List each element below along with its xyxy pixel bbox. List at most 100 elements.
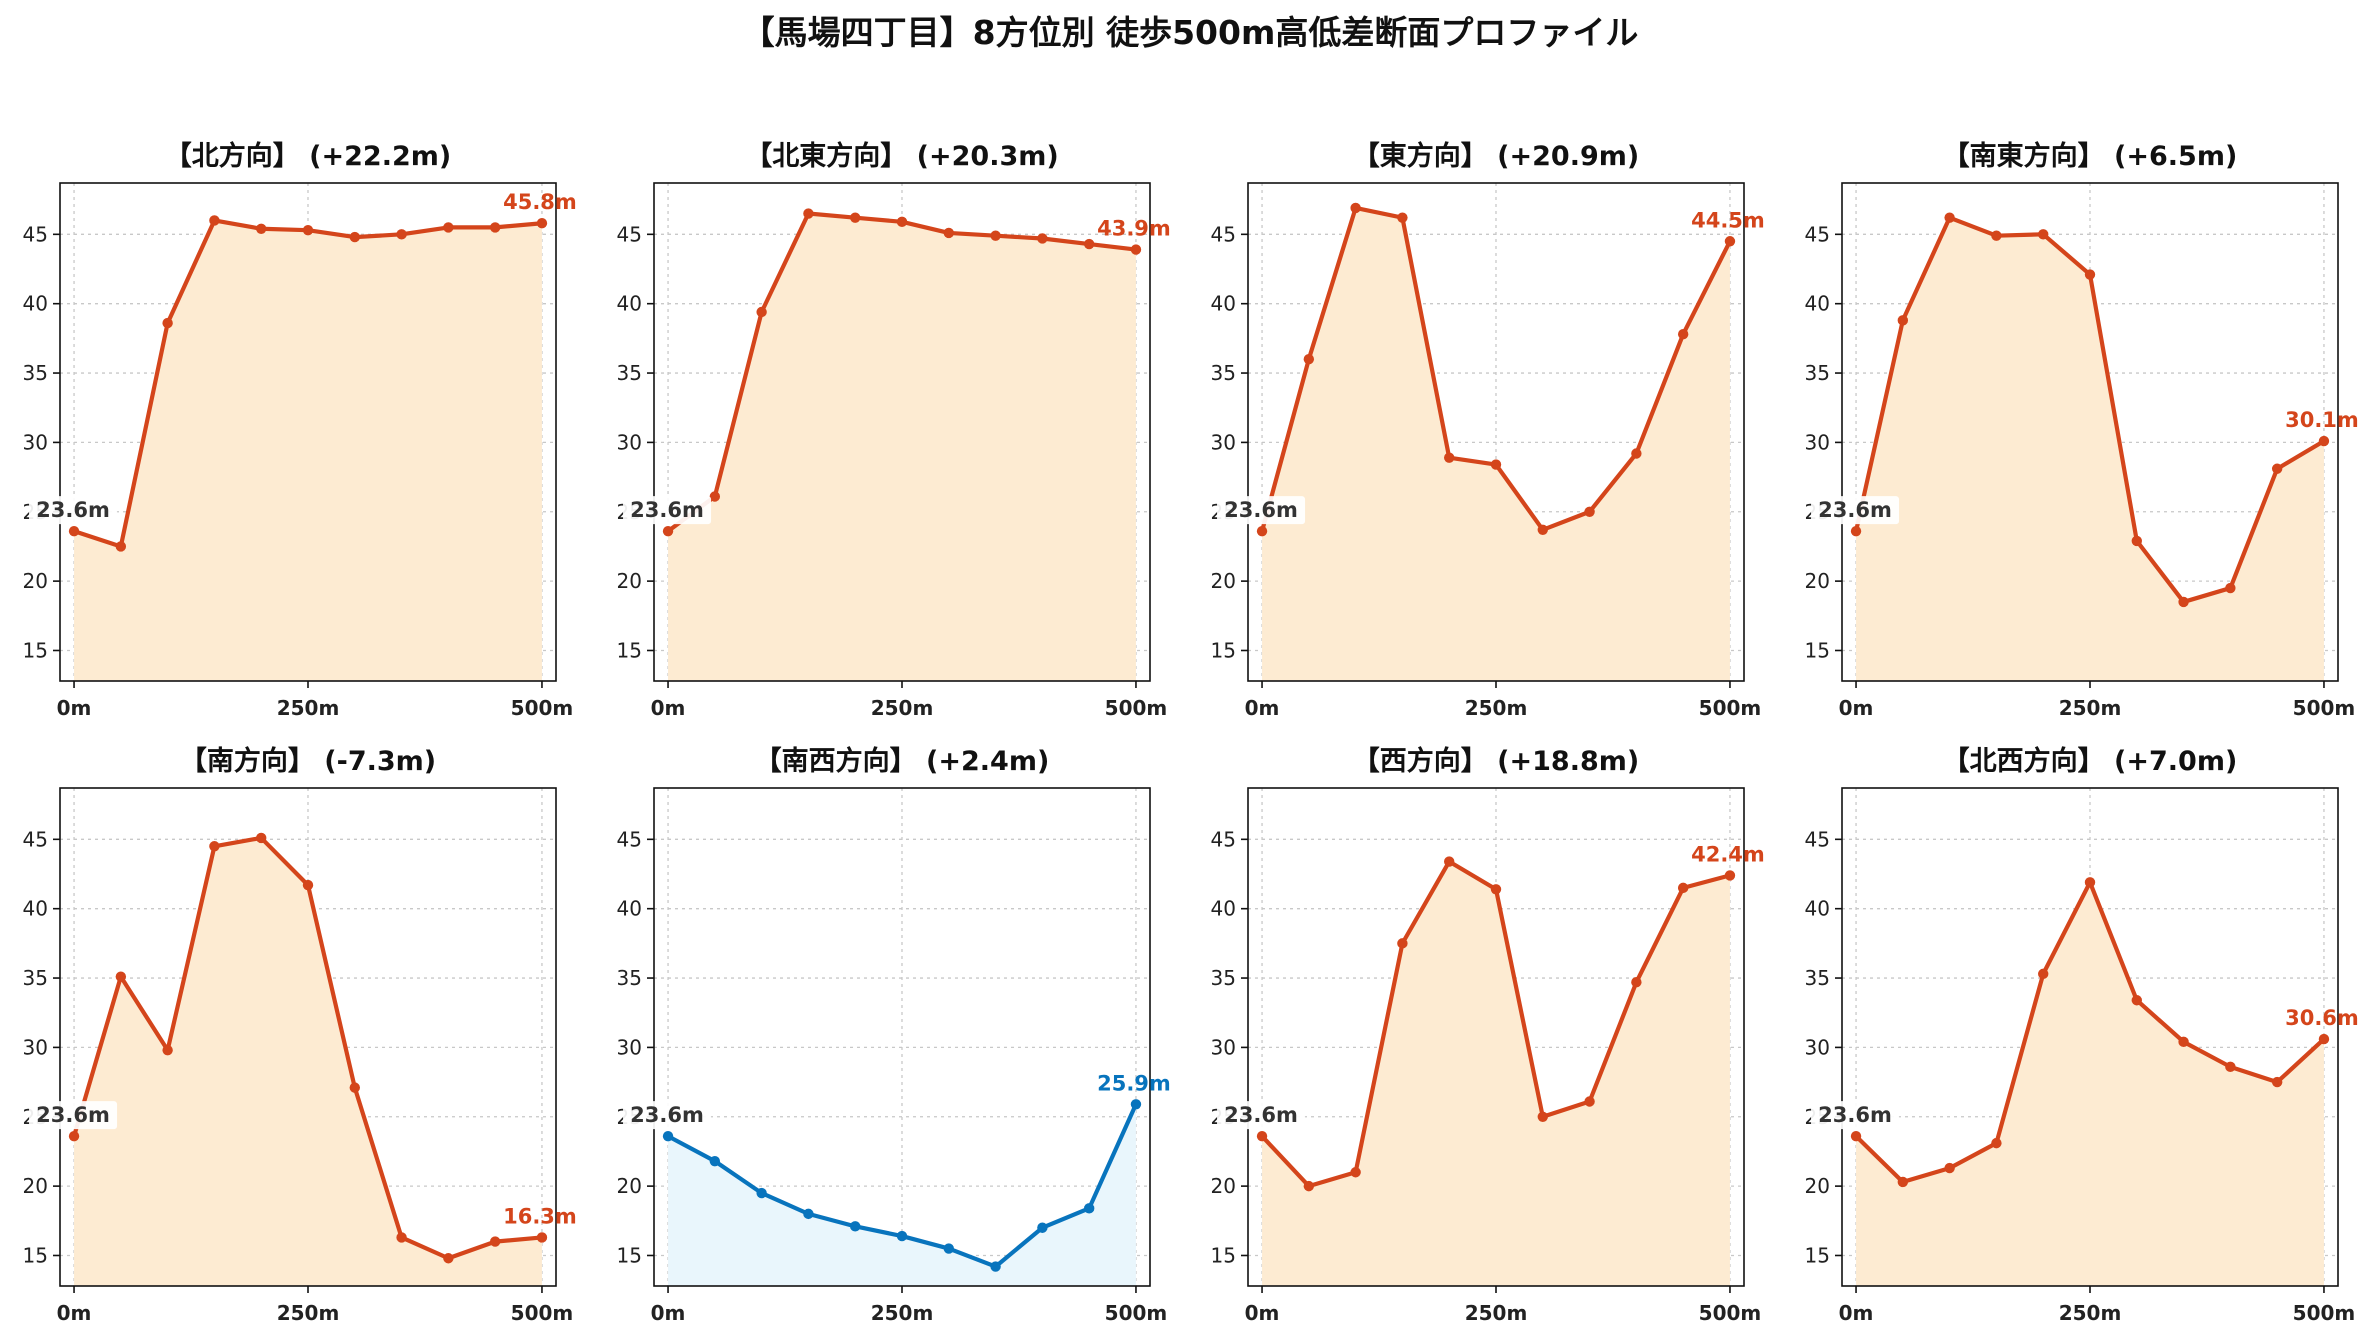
y-tick-label: 45	[23, 222, 48, 246]
panel-2: 【東方向】 (+20.9m)152025303540450m250m500m23…	[1211, 140, 1765, 720]
data-point	[1037, 233, 1048, 244]
panel-title: 【東方向】 (+20.9m)	[1353, 140, 1639, 172]
y-tick-label: 35	[1805, 361, 1830, 385]
y-tick-label: 45	[1211, 222, 1236, 246]
start-label-box	[29, 1101, 118, 1130]
x-tick-label: 250m	[2059, 1301, 2122, 1325]
y-tick-label: 45	[1805, 827, 1830, 851]
data-point	[1444, 856, 1455, 867]
data-point	[536, 218, 548, 229]
data-point	[2084, 877, 2096, 888]
end-elevation-label: 30.6m	[2285, 1006, 2359, 1030]
y-tick-label: 40	[1211, 897, 1236, 921]
x-tick-label: 500m	[1699, 696, 1762, 720]
y-tick-label: 40	[23, 897, 48, 921]
data-point	[1724, 870, 1736, 881]
data-point	[1130, 1099, 1142, 1110]
area-fill	[668, 213, 1136, 681]
end-elevation-label: 44.5m	[1691, 208, 1765, 232]
area-fill	[1856, 217, 2324, 681]
y-tick-label: 15	[23, 638, 48, 662]
data-point	[115, 541, 127, 552]
data-point	[489, 222, 501, 233]
y-tick-label: 20	[1211, 569, 1236, 593]
data-point	[850, 212, 861, 223]
y-tick-label: 15	[1211, 1243, 1236, 1267]
data-point	[349, 1082, 360, 1093]
x-tick-label: 250m	[1465, 696, 1528, 720]
data-point	[756, 1187, 767, 1199]
y-tick-label: 15	[1805, 1243, 1830, 1267]
data-point	[2318, 435, 2330, 447]
y-tick-label: 30	[1805, 430, 1830, 454]
data-point	[256, 223, 267, 234]
data-point	[1490, 459, 1502, 470]
start-elevation-label: 23.6m	[1224, 498, 1298, 522]
x-tick-label: 250m	[277, 1301, 340, 1325]
data-point	[1897, 315, 1909, 326]
y-tick-label: 45	[1805, 222, 1830, 246]
data-point	[2131, 995, 2142, 1006]
data-point	[1944, 212, 1955, 223]
data-point	[1724, 236, 1736, 247]
y-tick-label: 45	[617, 827, 642, 851]
data-point	[709, 491, 721, 502]
start-label-box	[1811, 496, 1900, 525]
figure-title: 【馬場四丁目】8方位別 徒歩500m高低差断面プロファイル	[742, 13, 1639, 52]
y-tick-label: 45	[617, 222, 642, 246]
data-point	[803, 1208, 814, 1220]
x-tick-label: 250m	[1465, 1301, 1528, 1325]
data-point	[990, 230, 1001, 241]
data-point	[943, 227, 954, 239]
data-point	[1303, 353, 1315, 365]
data-point	[2131, 535, 2142, 547]
y-tick-label: 20	[1805, 1174, 1830, 1198]
data-point	[1397, 212, 1408, 223]
y-tick-label: 40	[617, 897, 642, 921]
x-tick-label: 500m	[2293, 696, 2356, 720]
y-tick-label: 20	[1211, 1174, 1236, 1198]
start-elevation-label: 23.6m	[1224, 1103, 1298, 1127]
data-point	[756, 306, 767, 318]
data-point	[489, 1236, 501, 1247]
data-point	[302, 224, 314, 236]
data-point	[1397, 938, 1408, 949]
start-elevation-label: 23.6m	[36, 1103, 110, 1127]
x-tick-label: 250m	[871, 1301, 934, 1325]
end-elevation-label: 42.4m	[1691, 842, 1765, 866]
y-tick-label: 30	[617, 1035, 642, 1059]
data-point	[443, 222, 454, 233]
x-tick-label: 500m	[511, 696, 574, 720]
data-point	[1897, 1176, 1909, 1188]
data-point	[2225, 1061, 2236, 1073]
data-point	[1631, 977, 1642, 988]
panel-title: 【南西方向】 (+2.4m)	[755, 745, 1050, 777]
end-elevation-label: 25.9m	[1097, 1071, 1171, 1095]
y-tick-label: 30	[617, 430, 642, 454]
data-point	[1677, 882, 1689, 894]
panel-title: 【西方向】 (+18.8m)	[1353, 745, 1639, 777]
data-point	[302, 879, 314, 891]
x-tick-label: 0m	[651, 696, 686, 720]
panel-3: 【南東方向】 (+6.5m)152025303540450m250m500m23…	[1805, 140, 2359, 720]
start-elevation-label: 23.6m	[1818, 498, 1892, 522]
data-point	[662, 525, 674, 537]
y-tick-label: 40	[23, 292, 48, 316]
end-elevation-label: 30.1m	[2285, 408, 2359, 432]
data-point	[1944, 1162, 1955, 1174]
x-tick-label: 0m	[57, 1301, 92, 1325]
y-tick-label: 45	[1211, 827, 1236, 851]
y-tick-label: 40	[1805, 292, 1830, 316]
y-tick-label: 20	[617, 569, 642, 593]
y-tick-label: 35	[1805, 966, 1830, 990]
data-point	[2225, 582, 2236, 594]
start-elevation-label: 23.6m	[1818, 1103, 1892, 1127]
y-tick-label: 30	[1805, 1035, 1830, 1059]
data-point	[396, 1232, 407, 1243]
panel-title: 【北東方向】 (+20.3m)	[745, 140, 1058, 172]
panel-4: 【南方向】 (-7.3m)152025303540450m250m500m23.…	[23, 745, 577, 1325]
y-tick-label: 30	[23, 1035, 48, 1059]
data-point	[943, 1243, 954, 1254]
panel-1: 【北東方向】 (+20.3m)152025303540450m250m500m2…	[617, 140, 1171, 720]
